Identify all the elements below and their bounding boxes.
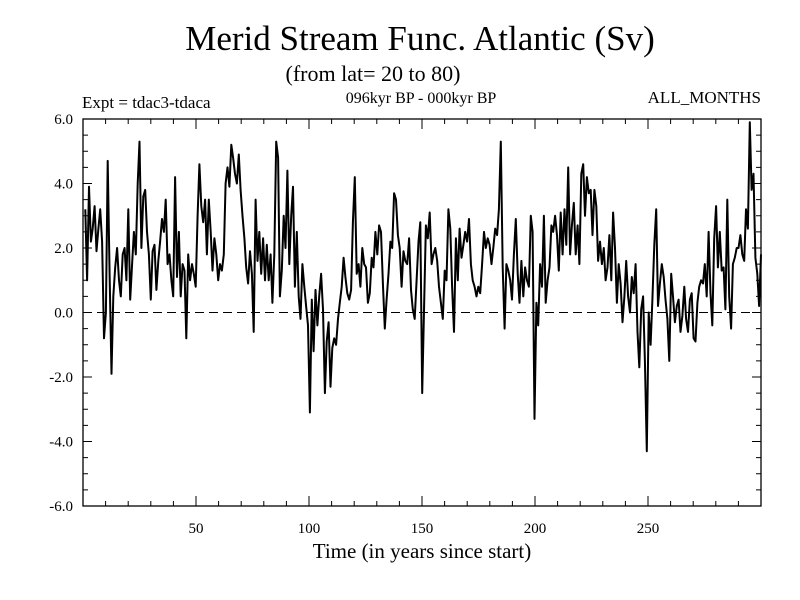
y-tick-label: -6.0 (49, 499, 73, 515)
period-label: 096kyr BP - 000kyr BP (346, 90, 497, 107)
plot-area-frame (82, 118, 762, 507)
y-tick-label: 0.0 (54, 306, 73, 322)
x-tick-label: 150 (411, 521, 434, 537)
x-axis-label: Time (in years since start) (313, 539, 532, 563)
x-tick-label: 50 (189, 521, 204, 537)
tick-labels: 50 100 150 200 250 -6.0 -4.0 -2.0 0.0 2.0 4.0 6.0 (49, 112, 659, 537)
data-series-line (84, 121, 762, 453)
y-tick-label: 6.0 (54, 112, 73, 128)
experiment-label: Expt = tdac3-tdaca (82, 93, 211, 112)
x-tick-label: 100 (298, 521, 321, 537)
chart-title: Merid Stream Func. Atlantic (Sv) (185, 19, 655, 58)
y-tick-label: -2.0 (49, 370, 73, 386)
y-tick-label: 2.0 (54, 241, 73, 257)
y-tick-label: -4.0 (49, 435, 73, 451)
y-tick-label: 4.0 (54, 177, 73, 193)
months-label: ALL_MONTHS (648, 88, 761, 107)
x-tick-label: 250 (637, 521, 660, 537)
chart-subtitle: (from lat= 20 to 80) (286, 61, 461, 86)
x-tick-label: 200 (524, 521, 547, 537)
